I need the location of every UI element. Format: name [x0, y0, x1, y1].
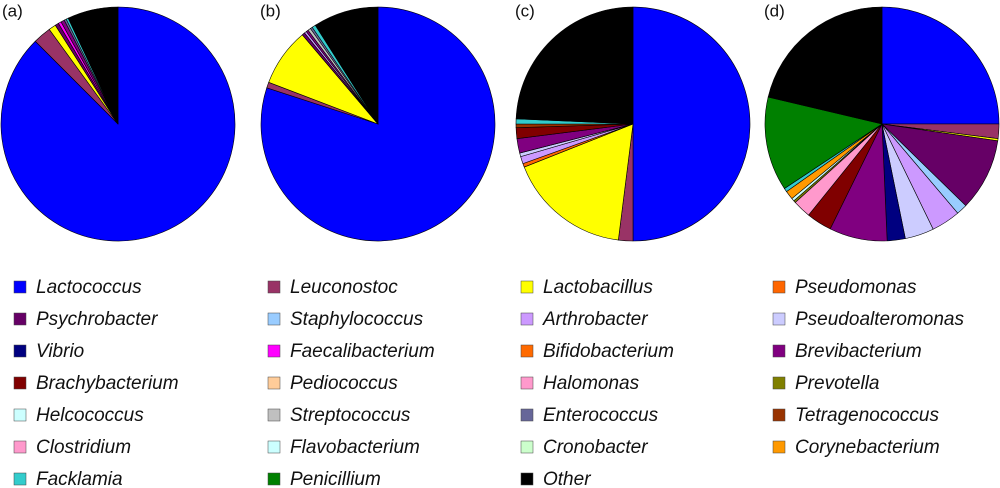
pie-slice — [515, 6, 634, 125]
legend-label: Psychrobacter — [36, 309, 158, 330]
legend-swatch — [520, 344, 534, 358]
legend-swatch — [13, 344, 27, 358]
legend-label: Bifidobacterium — [543, 341, 674, 362]
legend-swatch — [13, 440, 27, 454]
legend-swatch — [267, 440, 281, 454]
legend-label: Enterococcus — [543, 405, 659, 426]
legend-label: Lactococcus — [36, 277, 142, 298]
legend-label: Halomonas — [543, 373, 640, 394]
legend-swatch — [520, 312, 534, 326]
pie-slice — [314, 6, 379, 126]
legend-swatch — [520, 408, 534, 422]
legend-label: Helcococcus — [36, 405, 144, 426]
pie-title: (c) — [515, 1, 535, 20]
legend-swatch — [13, 280, 27, 294]
legend-swatch — [520, 280, 534, 294]
legend-swatch — [267, 472, 281, 486]
legend-swatch — [13, 376, 27, 390]
legend-swatch — [267, 408, 281, 422]
legend-swatch — [267, 312, 281, 326]
pie-slice — [764, 96, 883, 189]
legend-swatch — [772, 344, 786, 358]
legend-swatch — [13, 312, 27, 326]
legend-swatch — [267, 344, 281, 358]
legend-swatch — [772, 408, 786, 422]
legend-swatch — [267, 280, 281, 294]
legend-label: Other — [543, 469, 591, 488]
pie-slice — [881, 6, 1000, 125]
legend-label: Lactobacillus — [543, 277, 653, 298]
legend-label: Staphylococcus — [290, 309, 424, 330]
legend-label: Pediococcus — [290, 373, 398, 394]
legend-swatch — [772, 440, 786, 454]
legend-label: Pseudomonas — [795, 277, 917, 298]
legend-swatch — [267, 376, 281, 390]
legend-label: Corynebacterium — [795, 437, 940, 458]
legend-label: Tetragenococcus — [795, 405, 940, 426]
pie-slice — [260, 6, 496, 242]
legend-label: Vibrio — [36, 341, 84, 362]
legend-label: Brevibacterium — [795, 341, 922, 362]
pie-slice — [881, 123, 999, 207]
legend-label: Arthrobacter — [542, 309, 648, 330]
legend-label: Brachybacterium — [36, 373, 179, 394]
legend-label: Leuconostoc — [290, 277, 398, 298]
pie-title: (a) — [2, 1, 23, 20]
legend-label: Faecalibacterium — [290, 341, 435, 362]
pie-title: (b) — [260, 1, 281, 20]
pie-slice — [523, 123, 634, 241]
legend-label: Flavobacterium — [290, 437, 420, 458]
legend-swatch — [520, 376, 534, 390]
legend-label: Facklamia — [36, 469, 123, 488]
legend-swatch — [520, 472, 534, 486]
legend-label: Penicillium — [290, 469, 381, 488]
legend-label: Prevotella — [795, 373, 880, 394]
legend-swatch — [13, 408, 27, 422]
legend-swatch — [520, 440, 534, 454]
legend-swatch — [772, 312, 786, 326]
pie-slice — [67, 6, 119, 125]
legend-swatch — [772, 376, 786, 390]
legend-label: Clostridium — [36, 437, 131, 458]
legend-swatch — [13, 472, 27, 486]
pie-slice — [767, 6, 883, 125]
legend-label: Cronobacter — [543, 437, 648, 458]
legend-label: Streptococcus — [290, 405, 411, 426]
pie-slice — [632, 6, 751, 242]
pie-title: (d) — [764, 1, 785, 20]
legend-label: Pseudoalteromonas — [795, 309, 964, 330]
legend-swatch — [772, 280, 786, 294]
